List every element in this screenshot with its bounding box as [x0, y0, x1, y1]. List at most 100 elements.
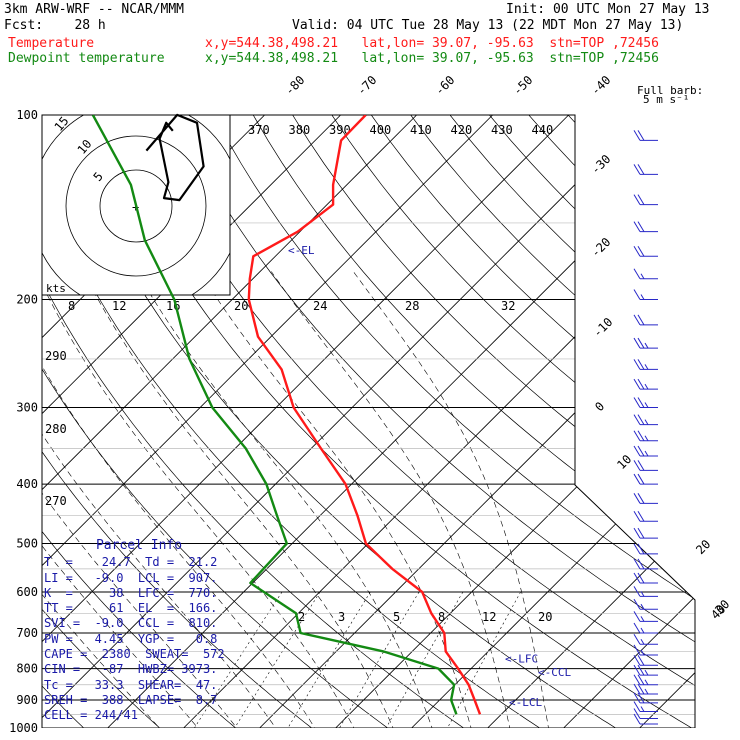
dry-adiabat-line [134, 115, 695, 728]
isotherm-line [42, 115, 645, 728]
barb-flag [637, 130, 645, 141]
level-annotation: <-EL [288, 244, 315, 257]
barb-flag [633, 194, 641, 205]
wind-barb [633, 611, 658, 622]
dry-adiabat-line [42, 115, 252, 728]
barb-half-flag [640, 627, 645, 634]
dry-adiabat-line [95, 115, 695, 728]
wind-barb [633, 314, 658, 326]
barb-half-flag [640, 706, 645, 712]
isotherm-line [626, 115, 695, 728]
dry-adiabat-line [646, 115, 695, 728]
wind-barb [633, 572, 658, 584]
temperature-tick-label: -50 [510, 73, 535, 98]
mixing-ratio-label-low: 3 [338, 610, 345, 624]
pressure-tick-label: 900 [16, 693, 38, 707]
barb-flag [637, 683, 645, 695]
barb-legend-line2: 5 m s⁻¹ [643, 93, 689, 106]
isotherm-line [246, 115, 695, 728]
barb-half-flag [640, 273, 645, 280]
parcel-row: CELL = 244/41 [44, 708, 138, 723]
wind-barb [633, 221, 658, 233]
temperature-tick-label: 0 [592, 399, 607, 414]
barb-flag [637, 674, 645, 685]
barb-flag [633, 130, 641, 141]
moist-adiabat-line [42, 271, 209, 728]
wind-barb [633, 713, 658, 725]
mixing-ratio-line [331, 591, 420, 728]
plot-boundary [42, 114, 696, 728]
moist-adiabat-line [42, 271, 247, 728]
barb-flag [633, 359, 641, 370]
theta-e-label: 400 [370, 123, 392, 137]
level-annotation: <-CCL [538, 666, 571, 679]
barb-flag [633, 493, 641, 504]
barb-flag [637, 692, 645, 704]
barb-half-flag [640, 294, 645, 300]
barb-flag [633, 611, 641, 622]
pressure-tick-label: 200 [16, 293, 38, 307]
barb-flag [633, 268, 641, 280]
barb-flag [633, 543, 641, 555]
mixing-ratio-line [440, 591, 521, 728]
barb-half-flag [644, 364, 649, 370]
wind-barb [633, 654, 658, 666]
theta-e-label: 420 [451, 123, 473, 137]
wind-barb [633, 473, 658, 485]
dry-adiabat-line [213, 115, 695, 728]
barb-flag [637, 460, 645, 471]
temperature-tick-label: 20 [693, 537, 713, 557]
theta-e-label: 370 [248, 123, 270, 137]
barb-flag [633, 683, 641, 695]
mixing-ratio-label: 20 [234, 299, 248, 313]
mixing-ratio-line [185, 591, 283, 728]
moist-adiabat-line [42, 271, 171, 728]
barb-flag [637, 511, 645, 522]
barb-flag [637, 359, 645, 370]
wind-barb [633, 194, 658, 206]
dry-adiabat-line [42, 115, 329, 728]
temperature-tick-label: -70 [354, 73, 379, 98]
pressure-tick-label: 600 [16, 585, 38, 599]
dry-adiabat-line [489, 115, 695, 728]
dry-adiabat-line [252, 115, 695, 728]
wind-barb [633, 430, 658, 442]
dewpoint-legend-info: x,y=544.38,498.21 lat,lon= 39.07, -95.63… [205, 51, 659, 66]
wind-barb [633, 460, 658, 471]
mixing-ratio-line [279, 591, 371, 728]
parcel-info-panel: Parcel Info T = 24.7 Td = 21.2 LI = -9.0… [44, 538, 234, 724]
temperature-tick-label: -60 [432, 73, 457, 98]
temperature-tick-label: -40 [588, 73, 613, 98]
barb-flag [633, 221, 641, 232]
model-title: 3km ARW-WRF -- NCAR/MMM [4, 2, 185, 17]
init-time: Init: 00 UTC Mon 27 May 13 [506, 2, 710, 17]
barb-flag [633, 701, 641, 712]
parcel-row: CIN = -87 HWBZ= 3973. [44, 662, 218, 677]
dry-adiabat-line [567, 115, 695, 728]
pressure-tick-label: 300 [16, 400, 38, 414]
moist-adiabat-line [271, 271, 513, 728]
mixing-ratio-label: 32 [501, 299, 515, 313]
theta-e-label: 410 [410, 123, 432, 137]
level-annotation: <-LCL [509, 696, 542, 709]
barb-flag [633, 572, 641, 584]
barb-flag [637, 493, 645, 504]
barb-flag [633, 586, 641, 597]
mixing-ratio-label: 28 [405, 299, 419, 313]
dry-adiabat-label: 280 [45, 422, 67, 436]
theta-e-label: 390 [329, 123, 351, 137]
isotherm-line [474, 115, 695, 728]
barb-half-flag [640, 649, 645, 656]
moist-adiabat-line [353, 271, 551, 728]
dry-adiabat-line [174, 115, 695, 728]
mixing-ratio-label: 12 [112, 299, 126, 313]
hodograph-units-label: kts [46, 282, 66, 295]
barb-flag [637, 378, 645, 390]
barb-flag [637, 314, 645, 326]
moist-adiabat-line [42, 271, 323, 728]
wind-barb [633, 246, 658, 257]
parcel-info-title: Parcel Info [95, 538, 183, 553]
dewpoint-line [91, 115, 458, 715]
barb-half-flag [644, 383, 649, 390]
